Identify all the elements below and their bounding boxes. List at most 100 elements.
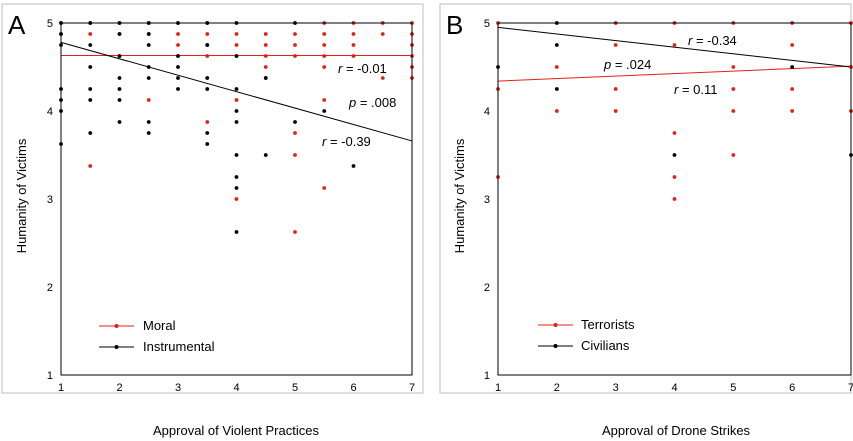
y-tick-label: 1 [484,370,490,382]
data-point-moral [380,32,385,36]
data-point-instrumental [234,54,239,58]
y-tick-label: 5 [484,18,490,30]
x-tick-label: 5 [730,382,736,394]
data-point-terrorists [613,109,618,113]
data-point-moral [322,65,327,69]
trend-line-civilians [497,26,852,68]
panel-a-letter: A [8,10,26,40]
data-point-instrumental [176,87,180,91]
data-point-moral [263,65,268,69]
data-point-moral [322,43,327,47]
data-point-moral [351,54,356,58]
x-tick-label: 6 [789,382,795,394]
data-point-moral [234,43,239,47]
x-tick-label: 1 [58,382,64,394]
data-point-moral [205,120,210,124]
data-point-civilians [554,43,559,47]
panel-b-legend-civilians-marker [553,344,558,348]
data-point-instrumental [88,87,93,91]
data-point-instrumental [263,76,268,80]
panel-a-annotation-instrumental-r: r = -0.39 [322,134,371,149]
data-point-moral [146,98,151,102]
panel-a-annotation-p: p = .008 [348,95,396,110]
panel-b: B Humanity of Victims Approval of Drone … [439,3,853,438]
panel-b-annotation-civilians-r: r = -0.34 [688,33,737,48]
data-point-moral [234,32,239,36]
data-point-moral [322,98,327,102]
y-tick-label: 2 [47,282,53,294]
panel-b-legend-terrorists-label: Terrorists [581,317,635,332]
data-point-moral [293,230,297,234]
data-point-moral [380,76,385,80]
data-point-instrumental [146,43,151,47]
data-point-terrorists [731,87,736,91]
x-tick-label: 6 [350,382,356,394]
data-point-terrorists [790,109,795,113]
panel-b-plot-frame [497,22,852,376]
x-tick-label: 2 [116,382,122,394]
data-point-instrumental [234,230,239,234]
data-point-terrorists [672,175,677,179]
data-point-terrorists [790,87,795,91]
data-point-instrumental [176,76,180,80]
data-point-instrumental [234,186,239,190]
panel-a-x-axis-label: Approval of Violent Practices [153,423,319,438]
panel-a-y-ticks: 1 2 3 4 5 [47,18,53,382]
data-point-instrumental [117,87,122,91]
data-point-moral [88,32,93,36]
data-point-moral [293,32,297,36]
x-tick-label: 5 [292,382,298,394]
data-point-moral [234,98,239,102]
data-point-moral [322,32,327,36]
data-point-terrorists [554,109,559,113]
data-point-instrumental [117,54,122,58]
data-point-instrumental [176,65,180,69]
x-tick-label: 2 [554,382,560,394]
data-point-terrorists [613,87,618,91]
data-point-instrumental [351,164,356,168]
data-point-instrumental [234,109,239,113]
data-point-moral [263,43,268,47]
x-tick-label: 7 [409,382,415,394]
data-point-moral [322,54,327,58]
data-point-instrumental [117,120,122,124]
panel-b-y-ticks: 1 2 3 4 5 [484,18,490,382]
panel-a-y-axis-label: Humanity of Victims [14,138,29,253]
x-tick-label: 1 [495,382,501,394]
data-point-instrumental [146,32,151,36]
data-point-moral [234,197,239,201]
data-point-instrumental [176,54,180,58]
data-point-instrumental [205,142,210,146]
data-point-civilians [554,87,559,91]
panel-b-legend: Terrorists Civilians [538,317,635,353]
data-point-instrumental [205,76,210,80]
x-tick-label: 3 [175,382,181,394]
panel-b-letter: B [446,10,463,40]
data-point-instrumental [205,87,210,91]
data-point-terrorists [731,153,736,157]
panel-a-legend-moral-marker [114,324,119,328]
trend-line-instrumental [60,41,413,142]
panel-b-x-axis-label: Approval of Drone Strikes [602,423,751,438]
data-point-moral [176,43,180,47]
data-point-moral [205,54,210,58]
data-point-instrumental [234,153,239,157]
y-tick-label: 3 [484,194,490,206]
data-point-instrumental [293,120,297,124]
y-tick-label: 2 [484,282,490,294]
data-point-moral [205,32,210,36]
x-tick-label: 7 [848,382,853,394]
data-point-terrorists [554,65,559,69]
panel-a-x-ticks: 1 2 3 4 5 6 7 [58,382,415,394]
data-point-instrumental [205,43,210,47]
data-point-instrumental [263,153,268,157]
data-point-instrumental [88,43,93,47]
y-tick-label: 1 [47,370,53,382]
panel-b-legend-civilians-label: Civilians [581,338,630,353]
data-point-instrumental [234,120,239,124]
data-point-instrumental [322,109,327,113]
trend-line-terrorists [497,65,852,82]
panel-b-x-ticks: 1 2 3 4 5 6 7 [495,382,853,394]
data-point-moral [176,32,180,36]
panel-a-legend-instrumental-label: Instrumental [143,339,215,354]
